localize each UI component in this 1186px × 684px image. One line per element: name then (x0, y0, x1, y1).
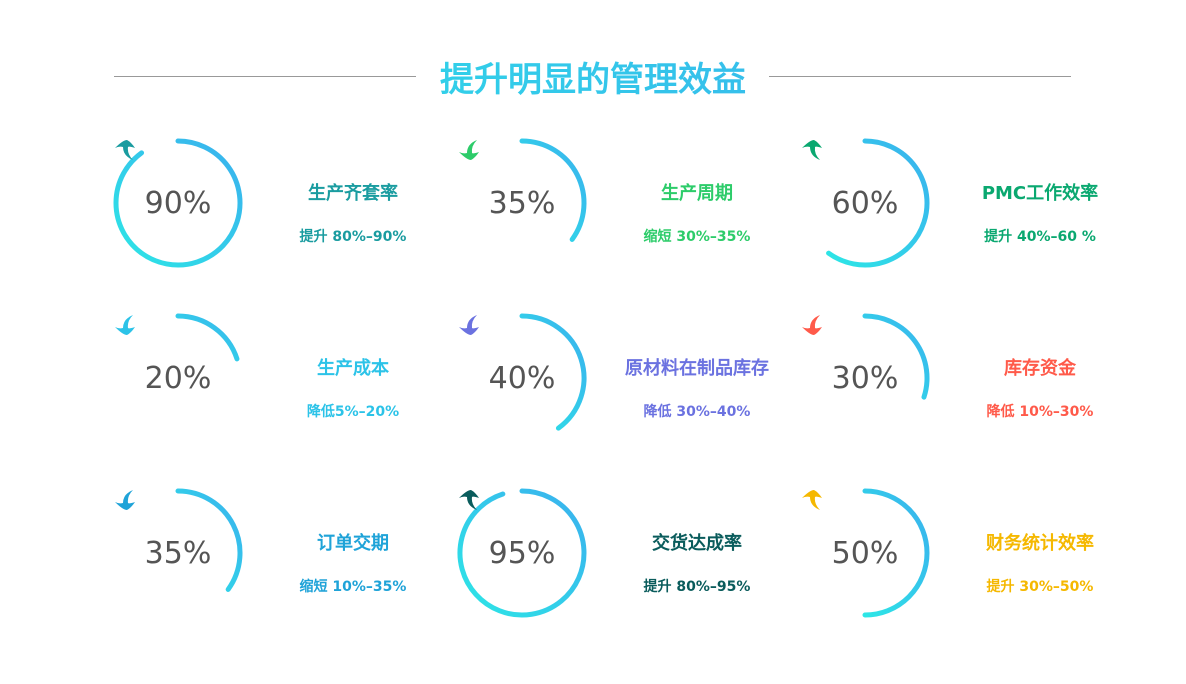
progress-arc (519, 138, 587, 242)
progress-ring (826, 138, 930, 268)
metric-card: 35% 订单交期 缩短 10%–35% (113, 488, 453, 638)
progress-ring (175, 313, 240, 362)
arrow-up-icon (115, 140, 135, 160)
arrow-up-icon (802, 140, 822, 160)
metric-card: 50% 财务统计效率 提升 30%–50% (800, 488, 1140, 638)
arrow-up-icon (459, 490, 479, 510)
percent-value: 95% (488, 536, 556, 571)
percent-value: 50% (831, 536, 899, 571)
metric-card: 40% 原材料在制品库存 降低 30%–40% (457, 313, 797, 463)
metric-name: 交货达成率 (652, 533, 742, 554)
metric-name: PMC工作效率 (981, 183, 1099, 204)
title-divider-right (769, 76, 1071, 77)
arrow-down-icon (459, 140, 479, 160)
progress-arc (862, 488, 930, 618)
progress-arc (519, 313, 587, 431)
metric-change: 降低 10%–30% (986, 404, 1094, 420)
title-divider-left (114, 76, 416, 77)
percent-value: 40% (488, 361, 556, 396)
metric-card: 95% 交货达成率 提升 80%–95% (457, 488, 797, 638)
progress-arc (457, 488, 587, 618)
arrow-down-icon (802, 315, 822, 335)
metric-change: 缩短 30%–35% (643, 229, 751, 245)
progress-ring (519, 138, 587, 242)
percent-value: 30% (831, 361, 899, 396)
progress-arc (175, 313, 240, 362)
metric-name: 生产成本 (317, 358, 389, 379)
metric-change: 提升 40%–60 % (984, 229, 1096, 245)
metric-card: 60% PMC工作效率 提升 40%–60 % (800, 138, 1140, 288)
metric-change: 降低 30%–40% (643, 404, 751, 420)
percent-value: 35% (144, 536, 212, 571)
arrow-down-icon (115, 490, 135, 510)
progress-arc (175, 488, 243, 592)
percent-value: 20% (144, 361, 212, 396)
progress-ring (862, 313, 930, 400)
metric-name: 生产齐套率 (308, 183, 398, 204)
progress-arc (113, 138, 243, 268)
metric-change: 降低5%–20% (306, 404, 400, 420)
metric-card: 90% 生产齐套率 提升 80%–90% (113, 138, 453, 288)
progress-ring (113, 138, 243, 268)
metric-name: 生产周期 (661, 183, 733, 204)
metric-name: 财务统计效率 (986, 533, 1094, 554)
progress-arc (826, 138, 930, 268)
metric-card: 20% 生产成本 降低5%–20% (113, 313, 453, 463)
percent-value: 60% (831, 186, 899, 221)
metric-name: 库存资金 (1004, 358, 1076, 379)
progress-ring (862, 488, 930, 618)
percent-value: 35% (488, 186, 556, 221)
metric-change: 缩短 10%–35% (299, 579, 407, 595)
metric-name: 原材料在制品库存 (625, 358, 769, 379)
metric-card: 35% 生产周期 缩短 30%–35% (457, 138, 797, 288)
progress-ring (519, 313, 587, 431)
metric-change: 提升 30%–50% (986, 579, 1094, 595)
metric-card: 30% 库存资金 降低 10%–30% (800, 313, 1140, 463)
arrow-up-icon (802, 490, 822, 510)
progress-arc (862, 313, 930, 400)
arrow-down-icon (459, 315, 479, 335)
arrow-down-icon (115, 315, 135, 335)
metric-name: 订单交期 (317, 533, 389, 554)
metric-change: 提升 80%–95% (643, 579, 751, 595)
percent-value: 90% (144, 186, 212, 221)
page-title: 提升明显的管理效益 (0, 52, 1186, 101)
progress-ring (175, 488, 243, 592)
metric-change: 提升 80%–90% (299, 229, 407, 245)
progress-ring (457, 488, 587, 618)
